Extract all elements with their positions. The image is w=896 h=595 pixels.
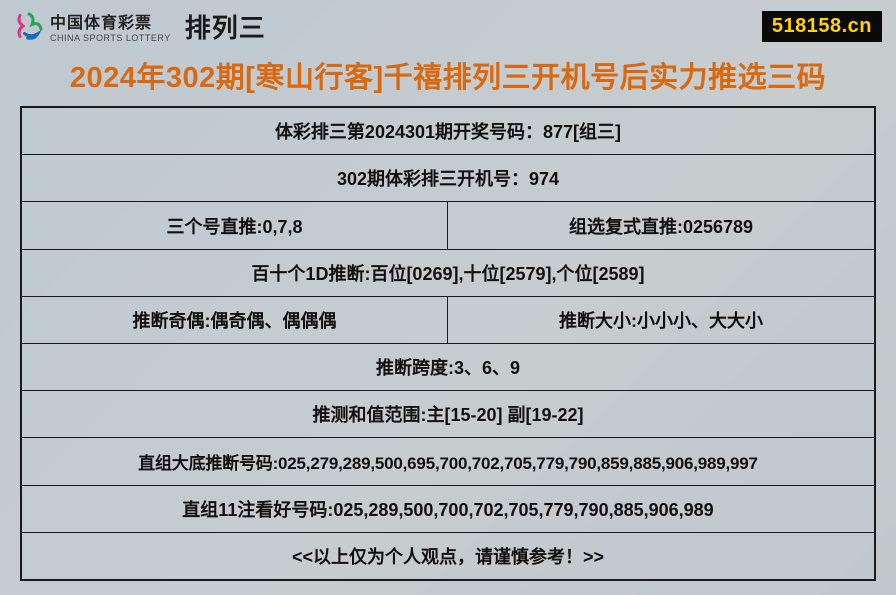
row-1d-predict: 百十个1D推断:百位[0269],十位[2579],个位[2589] (22, 250, 874, 296)
page-title: 2024年302期[寒山行客]千禧排列三开机号后实力推选三码 (0, 48, 896, 106)
row-odd-even: 推断奇偶:偶奇偶、偶偶偶 (22, 297, 448, 343)
lottery-logo-icon (14, 11, 44, 41)
header: 中国体育彩票 CHINA SPORTS LOTTERY 排列三 518158.c… (0, 0, 896, 48)
logo-cn: 中国体育彩票 (50, 9, 171, 33)
row-span: 推断跨度:3、6、9 (22, 344, 874, 390)
row-base-numbers: 直组大底推断号码:025,279,289,500,695,700,702,705… (22, 438, 874, 484)
logo-block: 中国体育彩票 CHINA SPORTS LOTTERY 排列三 (14, 8, 266, 45)
row-11-picks: 直组11注看好号码:025,289,500,700,702,705,779,79… (22, 486, 874, 532)
row-prev-result: 体彩排三第2024301期开奖号码：877[组三] (22, 108, 874, 154)
prediction-table: 体彩排三第2024301期开奖号码：877[组三] 302期体彩排三开机号：97… (20, 106, 876, 581)
site-badge: 518158.cn (762, 11, 882, 42)
row-group-compound: 组选复式直推:0256789 (448, 202, 874, 248)
row-sum-range: 推测和值范围:主[15-20] 副[19-22] (22, 391, 874, 437)
logo-text: 中国体育彩票 CHINA SPORTS LOTTERY (50, 9, 171, 43)
row-big-small: 推断大小:小小小、大大小 (448, 297, 874, 343)
brand-name: 排列三 (185, 8, 266, 45)
row-disclaimer: <<以上仅为个人观点，请谨慎参考！>> (22, 533, 874, 579)
row-three-direct: 三个号直推:0,7,8 (22, 202, 448, 248)
row-machine-number: 302期体彩排三开机号：974 (22, 155, 874, 201)
logo-en: CHINA SPORTS LOTTERY (50, 33, 171, 43)
